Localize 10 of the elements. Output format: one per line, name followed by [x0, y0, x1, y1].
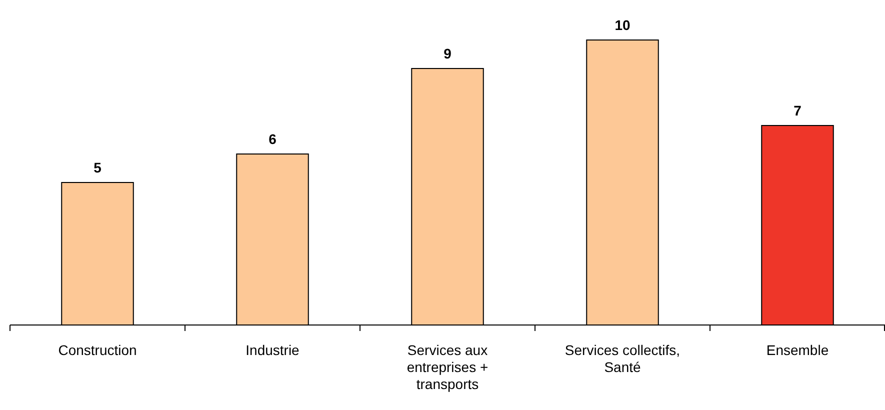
x-tick-label: Construction: [58, 342, 137, 358]
data-label: 6: [268, 131, 277, 147]
x-tick-label: Services aux entreprises + transports: [406, 342, 488, 392]
data-label: 7: [794, 102, 802, 118]
x-tick-label: Services collectifs, Santé: [564, 342, 680, 375]
data-label: 5: [94, 160, 102, 176]
x-tick-label: Ensemble: [766, 342, 829, 358]
data-label: 10: [614, 17, 630, 33]
x-tick-label: Industrie: [246, 342, 300, 358]
data-label: 9: [444, 46, 452, 62]
